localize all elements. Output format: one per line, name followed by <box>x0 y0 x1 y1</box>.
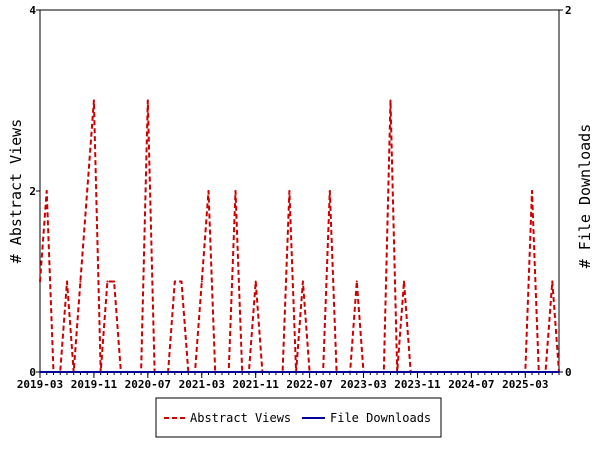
data-point-abstract-views <box>234 190 237 192</box>
data-point-file-downloads <box>39 371 41 373</box>
series-layer <box>39 99 560 373</box>
x-tick-label: 2022-07 <box>286 378 332 391</box>
x-tick-label: 2019-11 <box>71 378 118 391</box>
data-point-abstract-views <box>288 190 291 192</box>
data-point-file-downloads <box>558 371 560 373</box>
y2-axis-title: # File Downloads <box>576 124 594 269</box>
data-point-abstract-views <box>39 280 41 283</box>
data-point-abstract-views <box>389 99 392 102</box>
x-tick-label: 2024-07 <box>448 378 494 391</box>
data-point-abstract-views <box>355 280 358 283</box>
data-point-abstract-views <box>66 280 68 283</box>
data-point-abstract-views <box>146 99 149 102</box>
y-tick-label: 0 <box>29 366 36 379</box>
legend-label-file-downloads: File Downloads <box>330 411 431 425</box>
legend-label-abstract-views: Abstract Views <box>190 411 291 425</box>
x-tick-label: 2019-03 <box>17 378 63 391</box>
x-axis-ticks: 2019-03 2019-11 2020-07 2021-03 2021-11 2022-… <box>17 372 560 391</box>
x-tick-label: 2021-11 <box>233 378 280 391</box>
data-point-abstract-views <box>79 280 82 283</box>
data-point-abstract-views <box>328 190 331 192</box>
data-point-abstract-views <box>301 280 304 283</box>
x-tick-label: 2023-11 <box>394 378 441 391</box>
data-point-abstract-views <box>254 280 257 283</box>
data-point-abstract-views <box>207 190 210 192</box>
x-tick-label: 2025-03 <box>502 378 548 391</box>
y2-tick-label: 2 <box>565 4 572 17</box>
data-point-abstract-views <box>45 190 48 192</box>
x-tick-label: 2020-07 <box>125 378 171 391</box>
y-tick-label: 4 <box>29 4 36 17</box>
legend-box <box>155 397 442 438</box>
legend: Abstract Views File Downloads <box>155 397 442 438</box>
data-point-abstract-views <box>551 280 554 283</box>
data-point-abstract-views <box>86 190 89 192</box>
x-tick-label: 2021-03 <box>179 378 225 391</box>
data-point-abstract-views <box>180 280 183 283</box>
data-point-abstract-views <box>200 280 203 283</box>
y-axis-title: # Abstract Views <box>7 119 25 264</box>
plot-area <box>39 9 560 373</box>
y2-tick-label: 0 <box>565 366 572 379</box>
data-point-abstract-views <box>403 280 405 283</box>
y-tick-label: 2 <box>29 185 36 198</box>
data-point-abstract-views <box>113 280 116 283</box>
data-point-abstract-views <box>106 280 109 283</box>
data-point-abstract-views <box>531 190 533 192</box>
data-point-abstract-views <box>173 280 176 283</box>
x-tick-label: 2023-03 <box>340 378 386 391</box>
data-point-abstract-views <box>92 99 95 102</box>
